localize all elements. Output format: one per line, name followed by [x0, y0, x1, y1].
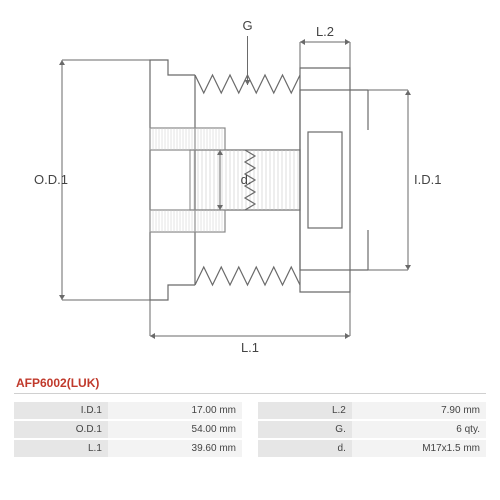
spec-val: 17.00 mm	[108, 402, 242, 419]
spec-key: d.	[258, 440, 352, 457]
spec-val: 39.60 mm	[108, 440, 242, 457]
svg-text:O.D.1: O.D.1	[34, 172, 68, 187]
spec-val: M17x1.5 mm	[352, 440, 486, 457]
spec-table: I.D.1 17.00 mm L.2 7.90 mm O.D.1 54.00 m…	[14, 400, 486, 459]
svg-text:I.D.1: I.D.1	[414, 172, 441, 187]
spec-val: 6 qty.	[352, 421, 486, 438]
svg-text:L.1: L.1	[241, 340, 259, 355]
technical-drawing: O.D.1 I.D.1 L.1 L.2 Gd.	[0, 0, 500, 370]
spec-key: G.	[258, 421, 352, 438]
spec-val: 7.90 mm	[352, 402, 486, 419]
spec-val: 54.00 mm	[108, 421, 242, 438]
spec-key: O.D.1	[14, 421, 108, 438]
spec-key: L.2	[258, 402, 352, 419]
spec-key: I.D.1	[14, 402, 108, 419]
svg-text:d.: d.	[241, 172, 252, 187]
divider	[14, 393, 486, 394]
part-number: AFP6002(LUK)	[16, 376, 486, 390]
svg-text:L.2: L.2	[316, 24, 334, 39]
spec-key: L.1	[14, 440, 108, 457]
svg-text:G: G	[242, 18, 252, 33]
